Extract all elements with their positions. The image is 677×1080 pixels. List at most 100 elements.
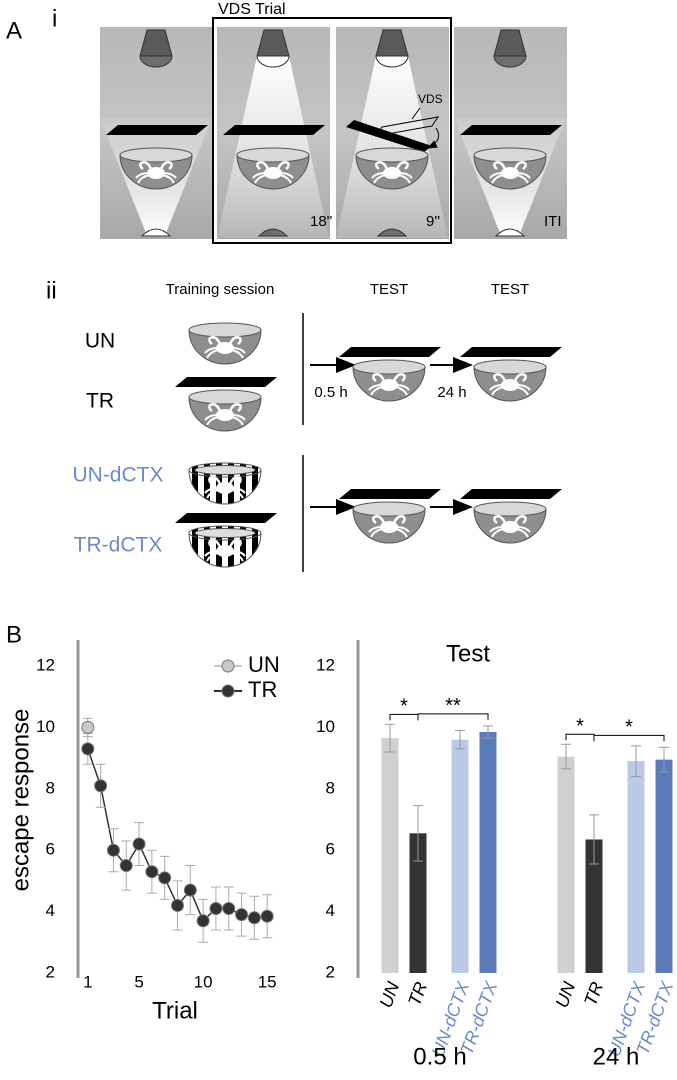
bowl-rim (473, 501, 547, 517)
screen (223, 125, 325, 135)
crab-leg (204, 414, 219, 426)
y-tick-label: 8 (326, 778, 335, 797)
group-label: UN-dCTX (72, 464, 163, 487)
bowl-rim (188, 389, 262, 405)
bowl-rim-inner (194, 528, 256, 538)
crab-claw (139, 161, 153, 170)
point (196, 914, 210, 928)
crab (216, 342, 234, 354)
crab-leg (371, 172, 386, 184)
error-bar (659, 746, 669, 773)
point (106, 843, 120, 857)
point (94, 779, 108, 793)
point (183, 883, 197, 897)
crab-leg (204, 487, 219, 499)
y-tick-label: 6 (326, 840, 335, 859)
bar (557, 756, 575, 973)
crab-claw (513, 515, 527, 524)
panel-label: B (6, 621, 22, 648)
crab (380, 379, 398, 391)
significance-bracket (417, 713, 489, 720)
error-bar (455, 729, 465, 750)
crab-claw (493, 515, 507, 524)
crab-claw (208, 403, 222, 412)
crab-claw (493, 373, 507, 382)
header: TEST (491, 281, 529, 298)
point (119, 859, 133, 873)
bowl-rim-inner (194, 465, 256, 475)
crab-claw (513, 373, 527, 382)
crab-claw (256, 161, 270, 170)
group-label: TR-dCTX (74, 534, 163, 557)
error-bar (413, 805, 423, 862)
interval-label: 0.5 h (314, 384, 347, 401)
crab-claw (208, 476, 222, 485)
crab-leg (516, 526, 531, 538)
time-label: ITI (544, 213, 562, 230)
bowl-rim (355, 147, 429, 163)
screen (175, 377, 277, 387)
group-label: TR (86, 390, 114, 413)
crab-claw (513, 161, 527, 170)
significance-bracket (593, 734, 665, 742)
lamp-bottom (140, 228, 172, 237)
point (171, 898, 184, 912)
point (235, 908, 249, 922)
crab-claw (159, 161, 173, 170)
crab-claw (392, 373, 406, 382)
y-tick-label: 10 (36, 717, 55, 736)
crab (501, 167, 519, 179)
crab-leg (395, 526, 410, 538)
error-bar (483, 725, 493, 739)
crab (216, 409, 234, 421)
crab-claw (208, 539, 222, 548)
bar (381, 738, 399, 973)
bowl-rim (352, 359, 426, 375)
y-tick-label: 4 (326, 901, 335, 920)
crab (501, 521, 519, 533)
significance-label: * (625, 717, 633, 739)
x-tick-label: 5 (134, 972, 143, 991)
screen (339, 347, 441, 357)
y-axis-label: escape response (7, 709, 34, 892)
point (81, 720, 95, 734)
point (132, 837, 146, 851)
panel-label: A (6, 17, 22, 44)
crab (380, 521, 398, 533)
crab-claw (372, 373, 386, 382)
lamp-bottom (494, 228, 526, 237)
bowl-rim (473, 147, 547, 163)
vds-label: VDS (418, 92, 443, 106)
error-bar (631, 745, 641, 778)
crab-leg (231, 487, 246, 499)
crab-leg (231, 347, 246, 359)
pointer (411, 107, 421, 120)
group-label: 0.5 h (413, 1043, 466, 1070)
crab (383, 167, 401, 179)
significance-label: ** (445, 695, 461, 717)
crab (216, 482, 234, 494)
y-tick-label: 12 (36, 655, 55, 674)
bar (655, 759, 673, 973)
crab-leg (231, 414, 246, 426)
header: TEST (370, 281, 408, 298)
y-tick-label: 10 (316, 717, 335, 736)
crab-leg (252, 172, 267, 184)
x-tick-label: 15 (258, 972, 277, 991)
category-label: TR (580, 979, 607, 1008)
y-tick-label: 2 (326, 962, 335, 981)
group-label: UN (85, 330, 115, 353)
y-tick-label: 2 (46, 962, 55, 981)
y-tick-label: 12 (316, 655, 335, 674)
significance-label: * (400, 696, 408, 718)
group-label: 24 h (593, 1043, 640, 1070)
error-bar (589, 814, 599, 865)
light-cone (217, 56, 329, 238)
screen (339, 489, 441, 499)
crab-claw (228, 539, 242, 548)
crab-claw (375, 161, 389, 170)
rotation-arrow (427, 127, 440, 149)
crab-leg (516, 172, 531, 184)
